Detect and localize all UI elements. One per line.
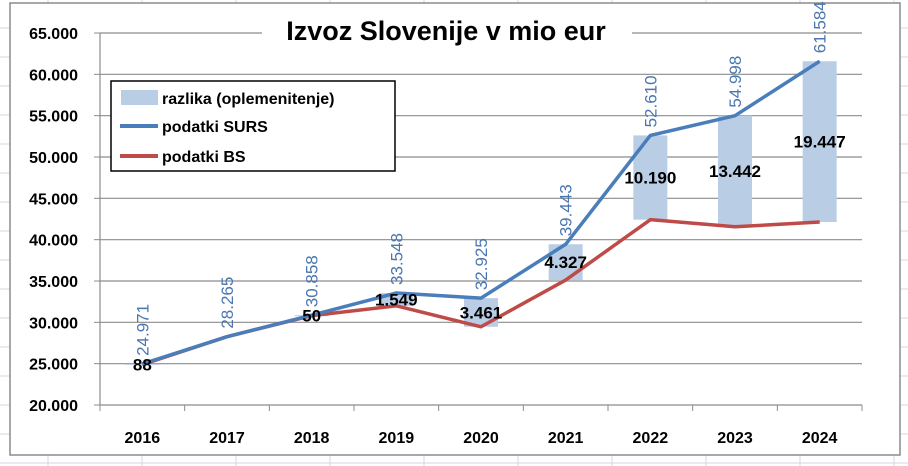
title-background bbox=[262, 12, 632, 48]
chart-title: Izvoz Slovenije v mio eur bbox=[286, 16, 606, 46]
razlika-data-label: 3.461 bbox=[460, 303, 503, 322]
y-tick-label: 45.000 bbox=[29, 191, 78, 208]
y-tick-label: 40.000 bbox=[29, 233, 78, 250]
line-surs bbox=[141, 59, 821, 366]
surs-data-label: 61.584 bbox=[811, 1, 830, 53]
x-tick-label: 2016 bbox=[125, 430, 161, 447]
legend-swatch-razlika bbox=[121, 90, 158, 105]
razlika-data-label: 19.447 bbox=[794, 133, 846, 152]
surs-data-label: 28.265 bbox=[218, 277, 237, 329]
razlika-data-label: 1.549 bbox=[375, 290, 418, 309]
y-tick-label: 35.000 bbox=[29, 274, 78, 291]
razlika-data-label: 88 bbox=[133, 355, 152, 374]
legend: razlika (oplemenitenje) podatki SURS pod… bbox=[110, 80, 396, 172]
x-tick-label: 2023 bbox=[717, 430, 753, 447]
y-tick-label: 50.000 bbox=[29, 150, 78, 167]
x-tick-label: 2022 bbox=[633, 430, 669, 447]
x-tick-label: 2018 bbox=[294, 430, 330, 447]
legend-label-razlika: razlika (oplemenitenje) bbox=[162, 91, 335, 108]
surs-data-label: 30.858 bbox=[303, 255, 322, 307]
y-tick-label: 60.000 bbox=[29, 67, 78, 84]
x-tick-label: 2024 bbox=[802, 430, 838, 447]
x-tick-label: 2021 bbox=[548, 430, 584, 447]
legend-label-bs: podatki BS bbox=[162, 149, 246, 166]
surs-data-label: 54.998 bbox=[726, 56, 745, 108]
bar-razlika-2023 bbox=[718, 115, 752, 227]
x-tick-label: 2019 bbox=[379, 430, 415, 447]
surs-data-label: 24.971 bbox=[133, 304, 152, 356]
y-tick-label: 55.000 bbox=[29, 109, 78, 126]
y-tick-label: 30.000 bbox=[29, 315, 78, 332]
x-tick-label: 2017 bbox=[209, 430, 245, 447]
razlika-data-label: 13.442 bbox=[709, 162, 761, 181]
bar-razlika-2024 bbox=[802, 61, 837, 223]
surs-data-label: 52.610 bbox=[641, 75, 660, 127]
chart-frame bbox=[9, 2, 901, 456]
surs-data-label: 39.443 bbox=[557, 184, 576, 236]
y-tick-label: 25.000 bbox=[29, 357, 78, 374]
razlika-data-label: 10.190 bbox=[624, 169, 676, 188]
surs-data-label: 33.548 bbox=[387, 233, 406, 285]
y-tick-label: 65.000 bbox=[29, 26, 78, 43]
x-tick-label: 2020 bbox=[463, 430, 499, 447]
legend-label-surs: podatki SURS bbox=[162, 119, 268, 136]
razlika-data-label: 4.327 bbox=[544, 253, 587, 272]
y-tick-label: 20.000 bbox=[29, 398, 78, 415]
surs-data-label: 32.925 bbox=[472, 238, 491, 290]
razlika-data-label: 50 bbox=[302, 306, 321, 325]
